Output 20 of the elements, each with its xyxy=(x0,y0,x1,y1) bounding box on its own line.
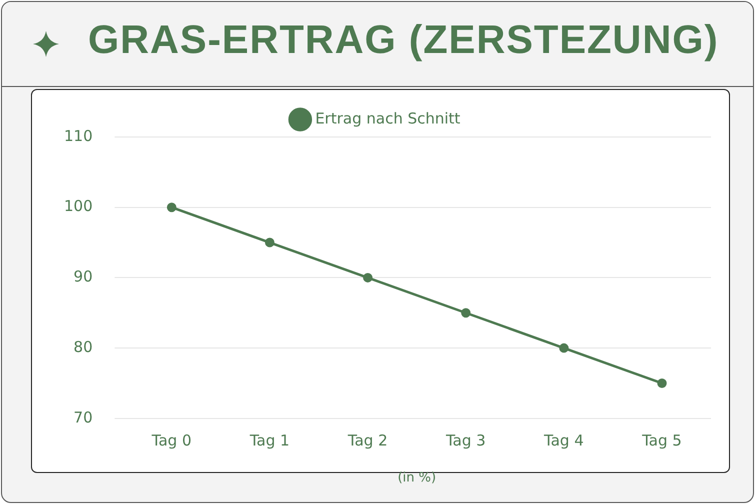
y-tick-label: 70 xyxy=(74,408,93,426)
y-tick-label: 100 xyxy=(64,197,93,216)
x-tick-label: Tag 2 xyxy=(346,431,388,450)
point xyxy=(166,202,176,212)
x-tick-label: Tag 3 xyxy=(444,431,486,450)
y-tick-label: 110 xyxy=(64,126,93,145)
point xyxy=(559,343,569,353)
chart-title: GRAS-ERTRAG (ZERSTEZUNG) xyxy=(88,18,719,63)
y-tick-label: 80 xyxy=(74,338,93,356)
x-tick-label: Tag 4 xyxy=(543,431,584,450)
x-tick-label: Tag 1 xyxy=(248,431,290,450)
point xyxy=(461,308,471,318)
x-tick-label: Tag 5 xyxy=(641,431,682,450)
legend-label: Ertrag nach Schnitt xyxy=(315,109,460,128)
point xyxy=(657,378,667,388)
y-tick-label: 90 xyxy=(74,268,93,286)
point xyxy=(264,238,274,248)
x-axis-title: (in %) xyxy=(398,470,436,486)
point xyxy=(363,272,373,282)
x-tick-label: Tag 0 xyxy=(150,431,192,450)
